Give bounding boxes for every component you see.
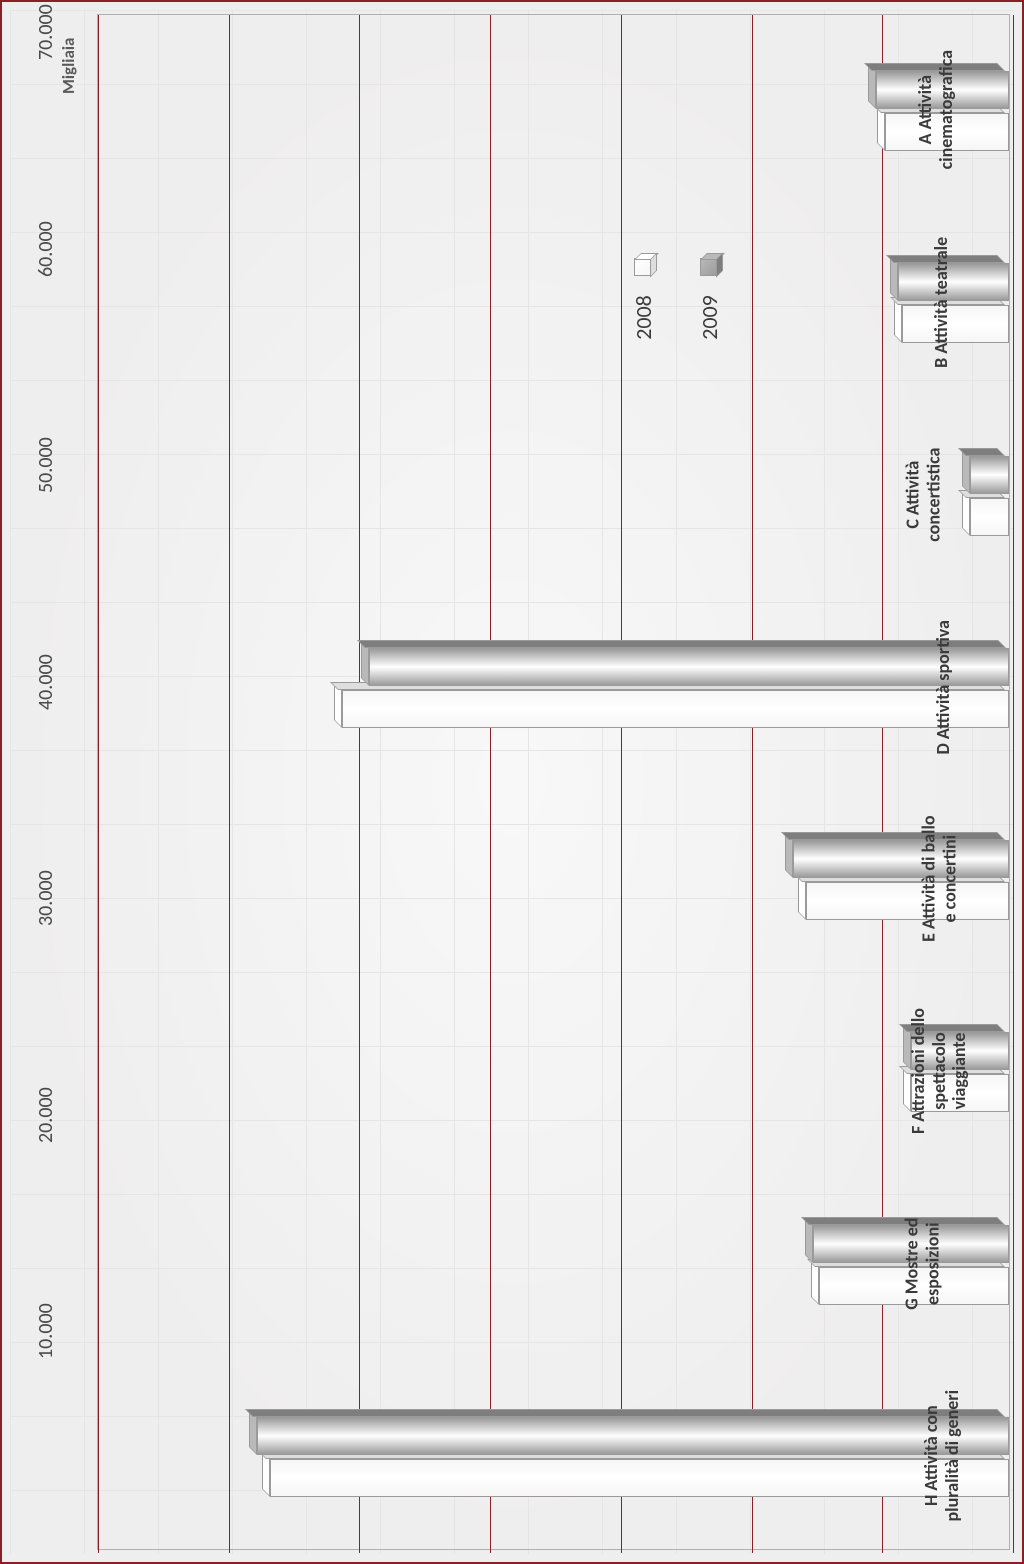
category-slot: [98, 1361, 1013, 1553]
category-slot: [98, 207, 1013, 399]
bar-2009: [257, 1417, 1009, 1455]
legend-item: 2009: [687, 258, 732, 331]
bar-face: [970, 498, 1009, 536]
legend-swatch: [634, 258, 652, 276]
bar-2009: [970, 456, 1009, 494]
bar-2009: [813, 1225, 1009, 1263]
legend-swatch: [700, 258, 718, 276]
bar-face: [257, 1417, 1009, 1455]
plot-area: [97, 14, 1010, 1550]
y-axis-tick: 10.000: [34, 1304, 58, 1360]
y-axis-tick: 20.000: [34, 1087, 58, 1143]
bar-2009: [369, 648, 1010, 686]
bar-2008: [806, 882, 1009, 920]
category-slot: [98, 784, 1013, 976]
bar-face: [793, 840, 1009, 878]
category-slot: [98, 592, 1013, 784]
gridline: [1013, 15, 1014, 1553]
bar-side: [801, 1217, 1005, 1225]
bar-face: [911, 1074, 1009, 1112]
y-axis-tick: 30.000: [34, 871, 58, 927]
bar-2009: [911, 1032, 1009, 1070]
bar-face: [970, 456, 1009, 494]
bar-face: [813, 1225, 1009, 1263]
bar-side: [357, 640, 1006, 648]
bar-face: [342, 690, 1009, 728]
bar-side: [245, 1409, 1005, 1417]
y-axis-tick: 40.000: [34, 654, 58, 710]
bar-side: [886, 255, 1005, 263]
bar-2008: [342, 690, 1009, 728]
legend-label: 2008: [629, 295, 656, 340]
y-axis-tick: 70.000: [34, 4, 58, 60]
bar-2009: [898, 263, 1009, 301]
bar-2008: [911, 1074, 1009, 1112]
bar-side: [781, 832, 1005, 840]
y-axis-tick-stack: Migliaia70.00060.00050.00040.00030.00020…: [2, 14, 97, 1550]
bar-2008: [902, 305, 1009, 343]
category-slot: [98, 976, 1013, 1168]
category-slot: [98, 15, 1013, 207]
bar-side: [958, 448, 1005, 456]
bar-face: [898, 263, 1009, 301]
legend-label: 2009: [696, 295, 723, 340]
category-slot: [98, 1169, 1013, 1361]
legend-item: 2008: [621, 258, 666, 331]
bar-face: [876, 71, 1009, 109]
bar-face: [806, 882, 1009, 920]
category-slot: [98, 400, 1013, 592]
chart-frame: Migliaia70.000 60.000 50.000 40.000 30.000 20…: [0, 0, 1024, 1564]
y-axis-tick: 60.000: [34, 221, 58, 277]
y-axis-strip: Migliaia70.000 60.000 50.000 40.000 30.000 20…: [2, 2, 97, 1562]
bar-2008: [819, 1267, 1009, 1305]
y-axis-title: Migliaia: [58, 38, 79, 94]
legend: 2008 2009: [611, 252, 742, 337]
bar-2008: [885, 113, 1009, 151]
bar-2008: [970, 498, 1009, 536]
bar-face: [902, 305, 1009, 343]
bar-face: [819, 1267, 1009, 1305]
bar-side: [864, 63, 1005, 71]
bar-2009: [793, 840, 1009, 878]
bar-face: [270, 1459, 1009, 1497]
bar-face: [911, 1032, 1009, 1070]
plot-upright: [98, 15, 1013, 1553]
bar-face: [885, 113, 1009, 151]
bar-2008: [270, 1459, 1009, 1497]
bar-face: [369, 648, 1010, 686]
bar-2009: [876, 71, 1009, 109]
y-axis-tick: 50.000: [34, 437, 58, 493]
bar-side: [899, 1024, 1005, 1032]
